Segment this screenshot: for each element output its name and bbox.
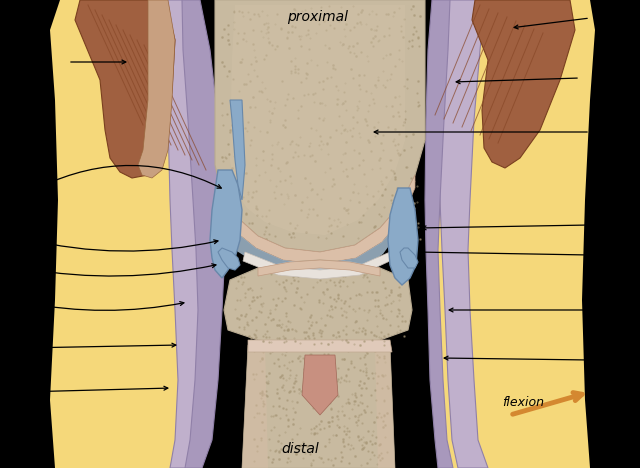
Polygon shape	[75, 0, 175, 178]
Polygon shape	[215, 0, 425, 252]
Polygon shape	[400, 248, 418, 268]
Polygon shape	[243, 252, 392, 279]
Polygon shape	[182, 0, 225, 468]
Polygon shape	[375, 345, 395, 468]
Polygon shape	[388, 188, 418, 285]
Polygon shape	[248, 340, 392, 352]
Polygon shape	[224, 260, 412, 346]
Polygon shape	[230, 100, 245, 200]
Polygon shape	[226, 175, 415, 264]
Text: proximal: proximal	[287, 10, 349, 24]
Polygon shape	[218, 248, 240, 270]
Polygon shape	[210, 170, 242, 278]
Polygon shape	[472, 0, 575, 168]
Polygon shape	[222, 200, 412, 278]
Text: flexion: flexion	[502, 395, 544, 409]
Polygon shape	[430, 0, 595, 468]
Polygon shape	[258, 260, 380, 276]
Text: distal: distal	[281, 442, 319, 456]
Polygon shape	[242, 345, 395, 468]
Polygon shape	[138, 0, 175, 178]
Polygon shape	[435, 0, 488, 468]
Polygon shape	[230, 5, 405, 235]
Polygon shape	[50, 0, 210, 468]
Polygon shape	[302, 355, 338, 415]
Polygon shape	[425, 0, 453, 468]
Polygon shape	[242, 345, 268, 468]
Polygon shape	[155, 0, 220, 468]
